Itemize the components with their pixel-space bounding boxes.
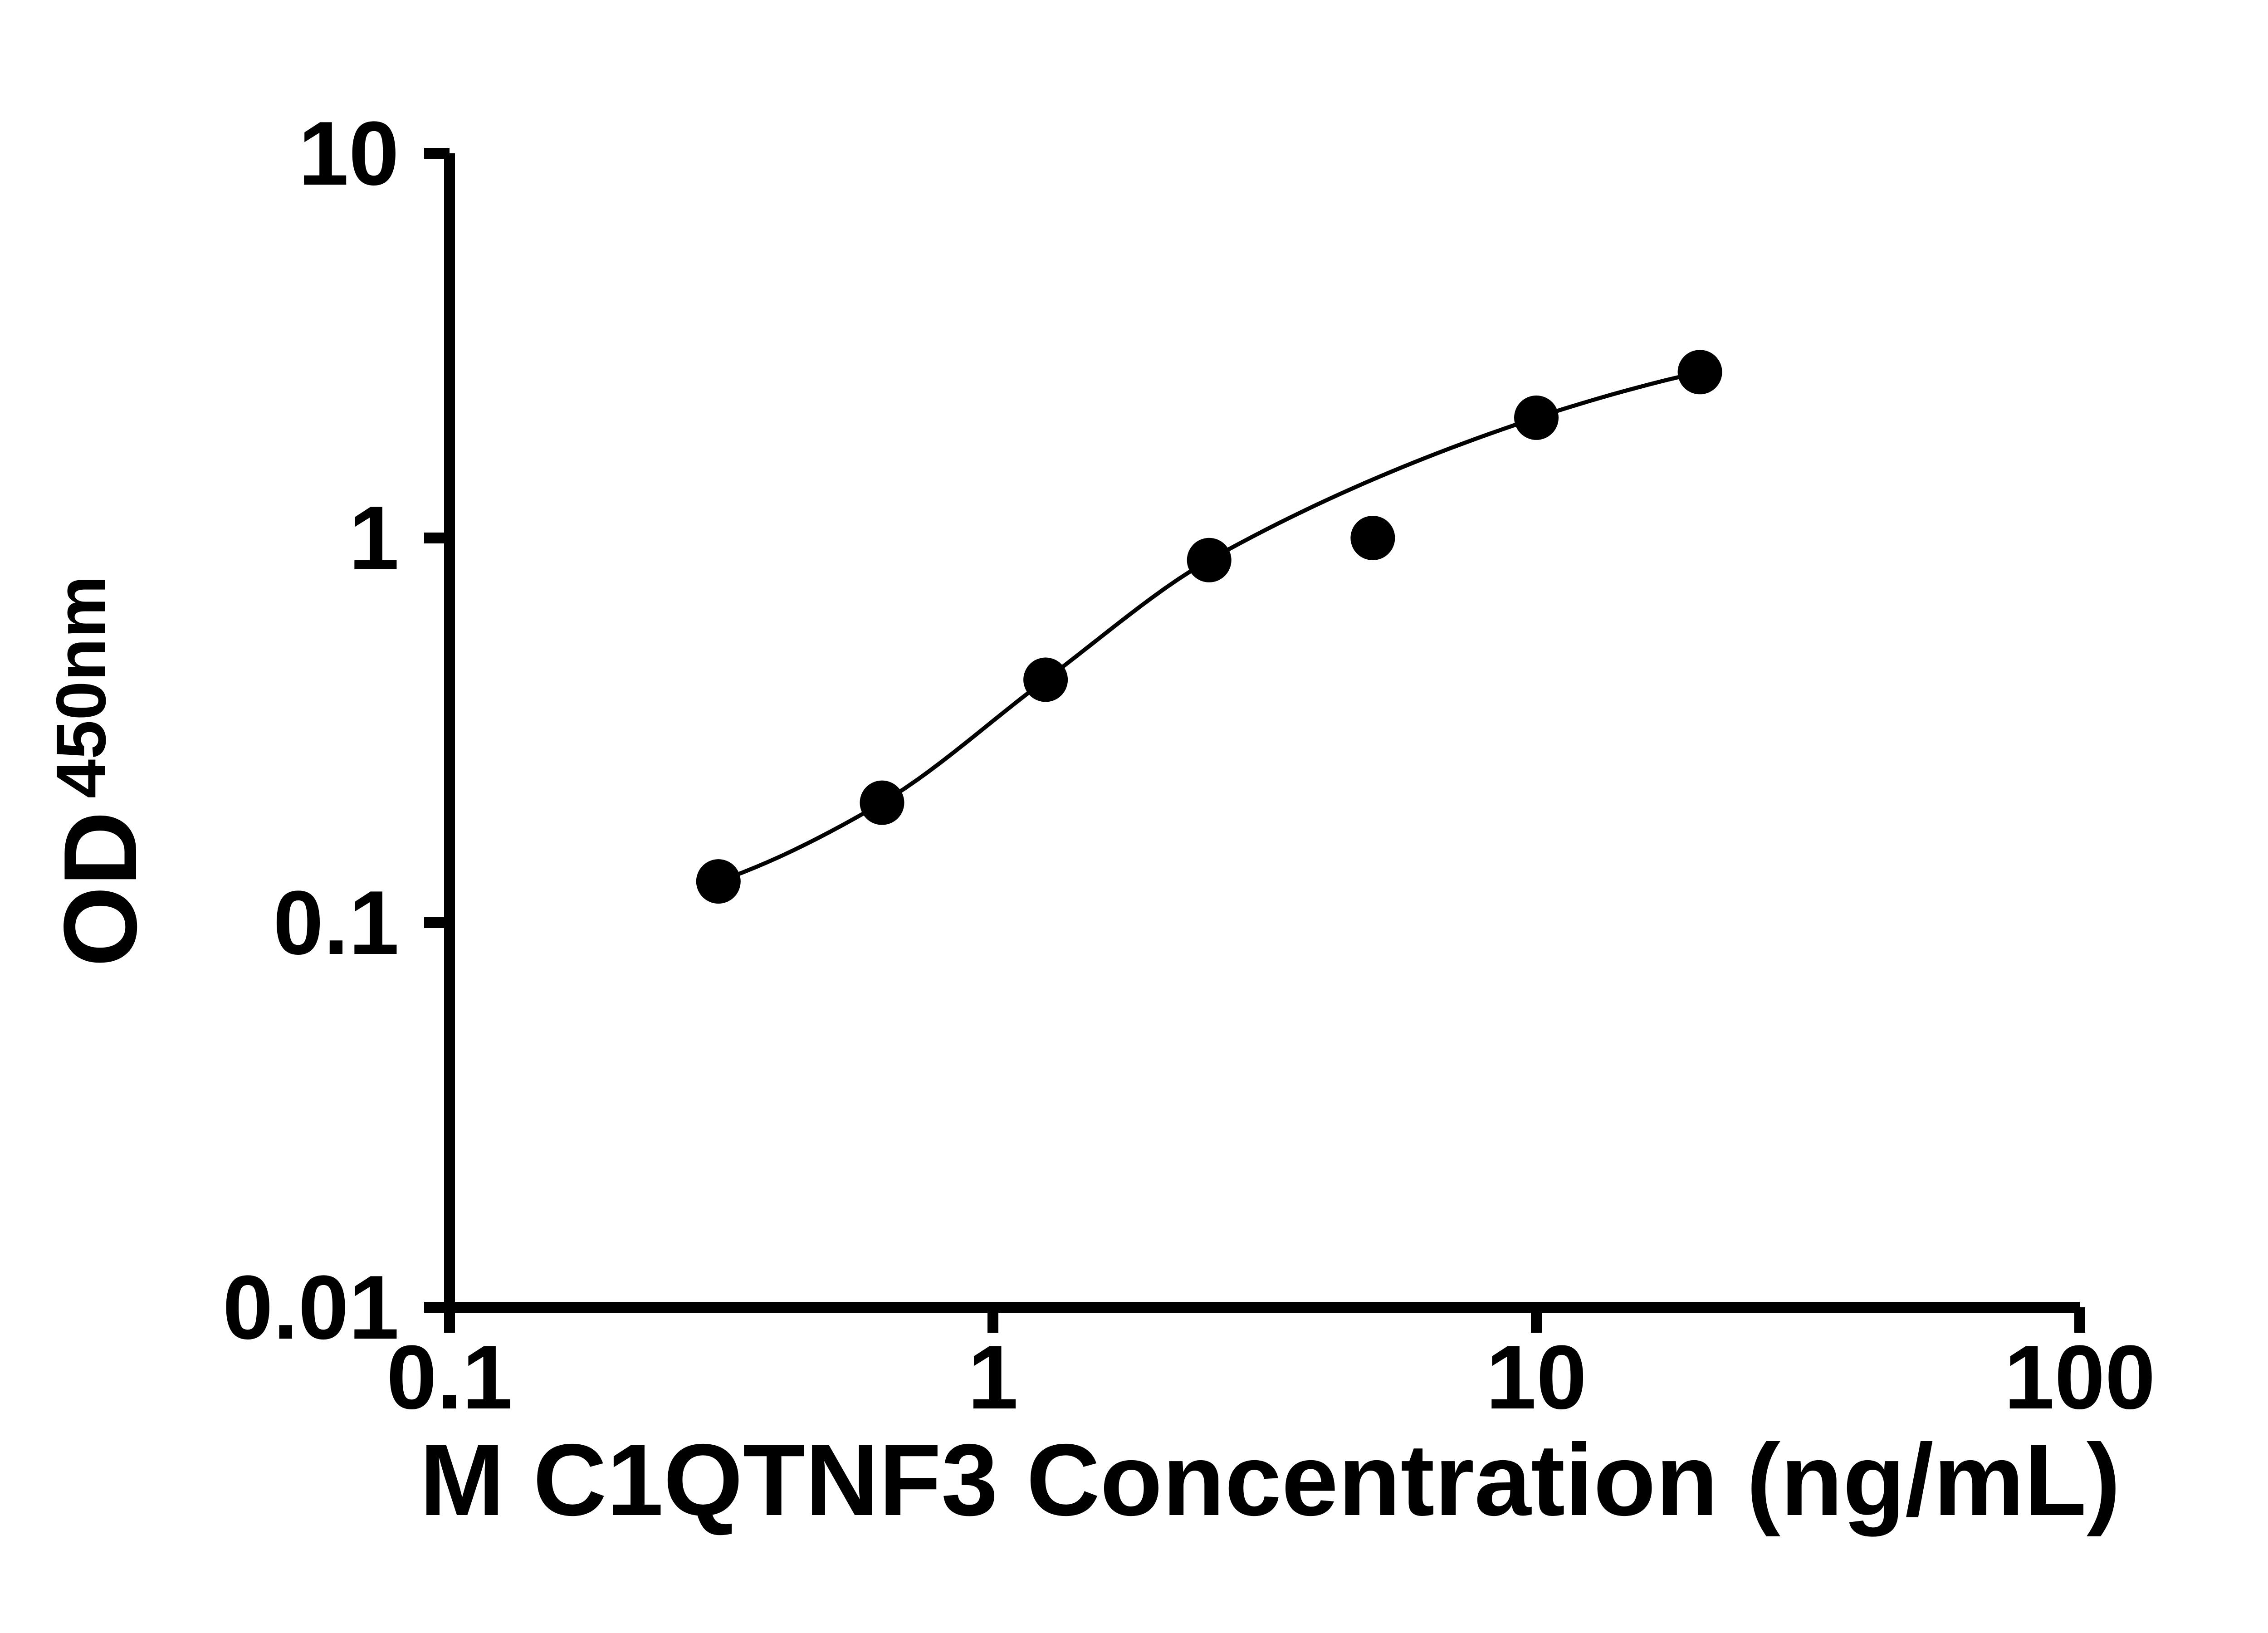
svg-text:450nm: 450nm <box>42 576 120 798</box>
svg-text:0.1: 0.1 <box>273 872 399 973</box>
svg-text:0.1: 0.1 <box>386 1327 513 1428</box>
svg-text:1: 1 <box>968 1327 1018 1428</box>
svg-text:OD: OD <box>42 811 158 967</box>
svg-text:M C1QTNF3 Concentration (ng/mL: M C1QTNF3 Concentration (ng/mL) <box>420 1423 2121 1537</box>
svg-text:0.01: 0.01 <box>223 1257 399 1358</box>
svg-text:100: 100 <box>2004 1327 2156 1428</box>
svg-text:10: 10 <box>1486 1327 1587 1428</box>
svg-text:1: 1 <box>349 488 399 589</box>
svg-text:10: 10 <box>298 103 399 204</box>
